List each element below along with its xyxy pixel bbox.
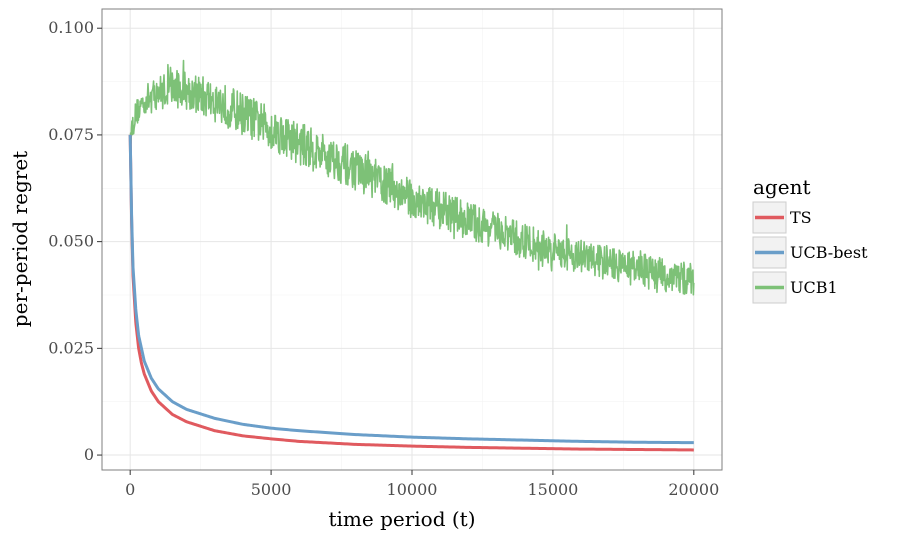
x-tick-label: 10000 bbox=[387, 480, 438, 499]
x-axis-label: time period (t) bbox=[328, 507, 475, 531]
legend-label-ucb1: UCB1 bbox=[790, 278, 838, 297]
y-tick-label: 0.100 bbox=[48, 18, 94, 37]
series-line-ucb1 bbox=[129, 59, 695, 296]
x-tick-label: 15000 bbox=[527, 480, 578, 499]
legend-label-ucb-best: UCB-best bbox=[790, 243, 868, 262]
x-tick-label: 20000 bbox=[668, 480, 719, 499]
y-tick-label: 0.025 bbox=[48, 338, 94, 357]
series-line-ts bbox=[128, 133, 694, 452]
legend-label-ts: TS bbox=[790, 208, 812, 227]
y-tick-label: 0 bbox=[84, 445, 94, 464]
series-line-ucb-best bbox=[128, 133, 694, 445]
x-tick-label: 0 bbox=[125, 480, 135, 499]
y-axis-label: per-period regret bbox=[8, 151, 32, 327]
axes: 0 5000 10000 15000 20000 0 0.025 0.050 0.075 0.10… bbox=[48, 18, 719, 499]
legend: agent TS UCB-best UCB1 bbox=[752, 175, 868, 304]
y-tick-label: 0.075 bbox=[48, 125, 94, 144]
x-tick-label: 5000 bbox=[251, 480, 292, 499]
series-layer bbox=[128, 59, 695, 452]
legend-title: agent bbox=[753, 175, 810, 199]
y-tick-label: 0.050 bbox=[48, 232, 94, 251]
